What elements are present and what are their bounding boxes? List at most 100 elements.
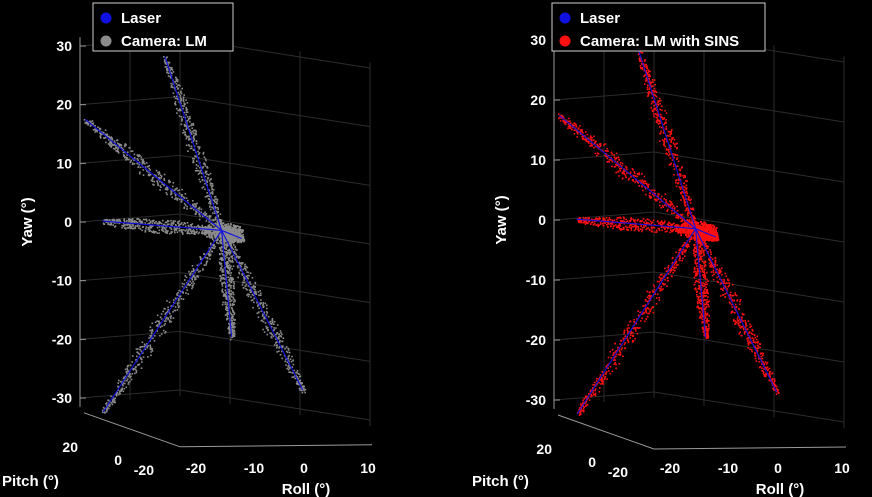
- camera-point: [579, 221, 581, 224]
- camera-point: [620, 228, 622, 230]
- camera-point: [197, 146, 199, 148]
- camera-point: [270, 332, 272, 334]
- camera-point: [285, 364, 287, 366]
- camera-point: [174, 194, 177, 197]
- camera-point: [640, 225, 642, 227]
- camera-point: [160, 222, 163, 225]
- camera-point: [254, 288, 256, 291]
- camera-point: [147, 228, 150, 231]
- camera-point: [190, 272, 192, 274]
- camera-point: [122, 148, 125, 151]
- camera-point: [208, 195, 211, 197]
- camera-point: [205, 213, 207, 216]
- camera-point: [662, 206, 664, 208]
- camera-point: [217, 215, 220, 218]
- camera-point: [221, 270, 223, 273]
- camera-point: [171, 69, 174, 71]
- camera-point: [124, 143, 126, 146]
- camera-point: [288, 354, 290, 357]
- camera-point: [230, 336, 233, 338]
- camera-point: [204, 211, 206, 214]
- camera-point: [222, 225, 224, 228]
- camera-point: [669, 164, 671, 166]
- camera-point: [254, 290, 257, 293]
- camera-point: [231, 330, 234, 332]
- camera-point: [214, 205, 217, 208]
- camera-point: [227, 262, 229, 264]
- camera-point: [165, 232, 167, 234]
- camera-point: [184, 131, 186, 134]
- camera-point: [185, 99, 187, 101]
- camera-point: [185, 125, 188, 128]
- camera-point: [193, 226, 195, 228]
- camera-point: [166, 68, 169, 70]
- camera-point: [225, 246, 228, 248]
- camera-point: [187, 282, 190, 285]
- camera-arm: [218, 230, 236, 341]
- z-tick-label: -30: [526, 392, 546, 408]
- camera-point: [232, 242, 234, 244]
- camera-point: [201, 167, 204, 169]
- camera-point: [153, 184, 155, 186]
- camera-point: [625, 166, 628, 169]
- camera-point: [189, 274, 191, 276]
- camera-point: [113, 400, 116, 402]
- camera-point: [643, 221, 645, 224]
- camera-point: [106, 409, 108, 411]
- camera-point: [644, 180, 647, 182]
- camera-point: [297, 372, 300, 375]
- camera-point: [225, 305, 228, 308]
- camera-point: [148, 222, 151, 224]
- camera-point: [591, 218, 593, 221]
- camera-point: [644, 80, 647, 82]
- camera-point: [195, 212, 197, 214]
- camera-point: [245, 275, 248, 278]
- camera-point: [245, 283, 248, 286]
- camera-point: [247, 295, 250, 298]
- camera-point: [190, 230, 192, 232]
- camera-point: [195, 231, 198, 234]
- camera-point: [169, 181, 172, 183]
- camera-point: [637, 218, 640, 221]
- camera-point: [210, 232, 213, 235]
- camera-point: [184, 275, 187, 277]
- camera-point: [587, 217, 589, 219]
- camera-point: [670, 140, 673, 142]
- camera-point: [199, 172, 201, 174]
- camera-point: [653, 101, 656, 104]
- camera-point: [263, 311, 265, 314]
- camera-point: [301, 386, 303, 388]
- camera-point: [201, 187, 204, 189]
- camera-point: [182, 96, 185, 99]
- camera-point: [591, 145, 593, 147]
- camera-point: [156, 222, 159, 225]
- camera-point: [279, 330, 282, 332]
- camera-point: [110, 224, 113, 226]
- camera-point: [87, 123, 89, 125]
- camera-point: [191, 230, 193, 233]
- camera-point: [160, 186, 162, 188]
- camera-point: [94, 124, 96, 127]
- camera-point: [170, 228, 173, 231]
- camera-point: [139, 166, 142, 169]
- camera-point: [271, 320, 274, 322]
- camera-point: [276, 324, 279, 326]
- camera-point: [121, 227, 123, 229]
- camera-point: [584, 223, 587, 225]
- camera-point: [106, 405, 109, 408]
- camera-point: [213, 210, 216, 213]
- camera-point: [673, 174, 675, 176]
- camera-point: [303, 388, 305, 390]
- camera-point: [692, 217, 695, 219]
- camera-point: [113, 222, 116, 224]
- camera-point: [149, 174, 152, 176]
- camera-point: [157, 184, 159, 187]
- camera-point: [167, 317, 170, 320]
- series-camera: [83, 56, 307, 414]
- camera-point: [159, 334, 161, 337]
- camera-point: [303, 386, 305, 388]
- camera-point: [193, 149, 195, 151]
- camera-point: [240, 231, 243, 234]
- camera-point: [211, 246, 213, 249]
- camera-point: [642, 218, 645, 220]
